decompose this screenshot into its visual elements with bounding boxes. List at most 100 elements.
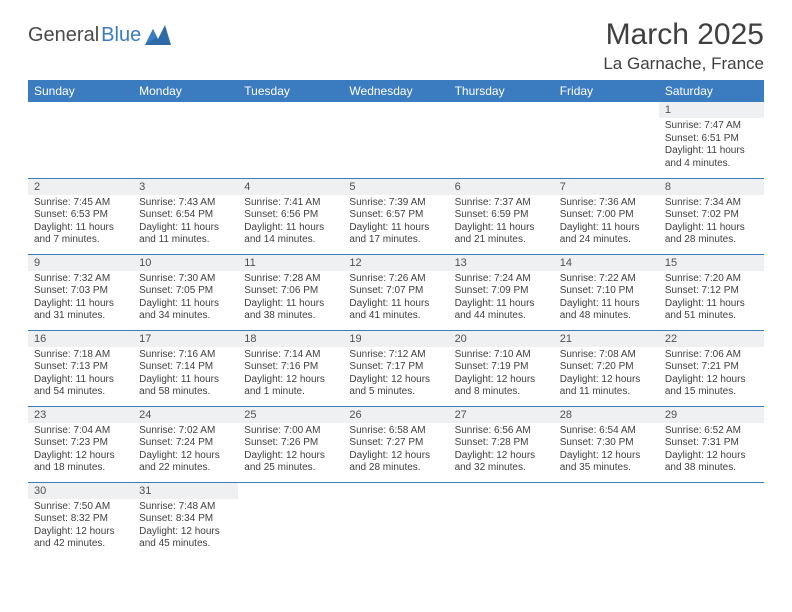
sun-info: Sunrise: 7:30 AMSunset: 7:05 PMDaylight:…: [139, 273, 232, 323]
sunset-text: Sunset: 6:57 PM: [349, 209, 442, 222]
daylight-text: Daylight: 12 hours and 42 minutes.: [34, 526, 127, 551]
sunset-text: Sunset: 8:34 PM: [139, 513, 232, 526]
header: GeneralBlue March 2025 La Garnache, Fran…: [28, 18, 764, 74]
calendar-day-cell: 26Sunrise: 6:58 AMSunset: 7:27 PMDayligh…: [343, 406, 448, 482]
sunset-text: Sunset: 7:03 PM: [34, 285, 127, 298]
sun-info: Sunrise: 7:50 AMSunset: 8:32 PMDaylight:…: [34, 501, 127, 551]
sunrise-text: Sunrise: 7:24 AM: [455, 273, 548, 286]
day-number: 4: [238, 179, 343, 195]
sunset-text: Sunset: 6:56 PM: [244, 209, 337, 222]
day-number: 27: [449, 407, 554, 423]
calendar-day-cell: 24Sunrise: 7:02 AMSunset: 7:24 PMDayligh…: [133, 406, 238, 482]
sunrise-text: Sunrise: 7:18 AM: [34, 349, 127, 362]
sunset-text: Sunset: 7:13 PM: [34, 361, 127, 374]
title-block: March 2025 La Garnache, France: [603, 18, 764, 74]
sunset-text: Sunset: 7:17 PM: [349, 361, 442, 374]
sunset-text: Sunset: 7:00 PM: [560, 209, 653, 222]
sun-info: Sunrise: 7:22 AMSunset: 7:10 PMDaylight:…: [560, 273, 653, 323]
day-number: 30: [28, 483, 133, 499]
sunset-text: Sunset: 7:30 PM: [560, 437, 653, 450]
calendar-day-cell: 29 Sunrise: 6:52 AMSunset: 7:31 PMDayligh…: [659, 406, 764, 482]
daylight-text: Daylight: 11 hours and 44 minutes.: [455, 298, 548, 323]
sun-info: Sunrise: 7:34 AMSunset: 7:02 PMDaylight:…: [665, 197, 758, 247]
daylight-text: Daylight: 11 hours and 11 minutes.: [139, 222, 232, 247]
sunrise-text: Sunrise: 7:00 AM: [244, 425, 337, 438]
calendar-day-cell: 16Sunrise: 7:18 AMSunset: 7:13 PMDayligh…: [28, 330, 133, 406]
day-number: 29: [659, 407, 764, 423]
logo-text-general: General: [28, 24, 99, 47]
sunset-text: Sunset: 7:14 PM: [139, 361, 232, 374]
daylight-text: Daylight: 12 hours and 11 minutes.: [560, 374, 653, 399]
calendar-empty-cell: [659, 482, 764, 558]
sunset-text: Sunset: 7:21 PM: [665, 361, 758, 374]
daylight-text: Daylight: 11 hours and 7 minutes.: [34, 222, 127, 247]
calendar-day-cell: 23Sunrise: 7:04 AMSunset: 7:23 PMDayligh…: [28, 406, 133, 482]
calendar-empty-cell: [343, 102, 448, 178]
day-number: 3: [133, 179, 238, 195]
sunset-text: Sunset: 7:19 PM: [455, 361, 548, 374]
calendar-day-cell: 13Sunrise: 7:24 AMSunset: 7:09 PMDayligh…: [449, 254, 554, 330]
calendar-empty-cell: [449, 482, 554, 558]
sun-info: Sunrise: 7:32 AMSunset: 7:03 PMDaylight:…: [34, 273, 127, 323]
sunset-text: Sunset: 7:20 PM: [560, 361, 653, 374]
sunset-text: Sunset: 7:26 PM: [244, 437, 337, 450]
sunset-text: Sunset: 6:51 PM: [665, 133, 758, 146]
logo-flag-icon: [145, 25, 171, 45]
sunset-text: Sunset: 7:06 PM: [244, 285, 337, 298]
daylight-text: Daylight: 11 hours and 38 minutes.: [244, 298, 337, 323]
sun-info: Sunrise: 7:10 AMSunset: 7:19 PMDaylight:…: [455, 349, 548, 399]
weekday-header: Friday: [554, 80, 659, 102]
daylight-text: Daylight: 11 hours and 51 minutes.: [665, 298, 758, 323]
daylight-text: Daylight: 11 hours and 34 minutes.: [139, 298, 232, 323]
calendar-day-cell: 31Sunrise: 7:48 AMSunset: 8:34 PMDayligh…: [133, 482, 238, 558]
day-number: 9: [28, 255, 133, 271]
calendar-header-row: SundayMondayTuesdayWednesdayThursdayFrid…: [28, 80, 764, 102]
calendar-day-cell: 7Sunrise: 7:36 AMSunset: 7:00 PMDaylight…: [554, 178, 659, 254]
sun-info: Sunrise: 6:52 AMSunset: 7:31 PMDaylight:…: [665, 425, 758, 475]
daylight-text: Daylight: 12 hours and 18 minutes.: [34, 450, 127, 475]
weekday-header: Saturday: [659, 80, 764, 102]
day-number: 6: [449, 179, 554, 195]
sun-info: Sunrise: 6:56 AMSunset: 7:28 PMDaylight:…: [455, 425, 548, 475]
sun-info: Sunrise: 7:02 AMSunset: 7:24 PMDaylight:…: [139, 425, 232, 475]
day-number: 11: [238, 255, 343, 271]
sun-info: Sunrise: 7:37 AMSunset: 6:59 PMDaylight:…: [455, 197, 548, 247]
sunset-text: Sunset: 7:31 PM: [665, 437, 758, 450]
day-number: 23: [28, 407, 133, 423]
sunrise-text: Sunrise: 7:04 AM: [34, 425, 127, 438]
calendar-row: 1Sunrise: 7:47 AMSunset: 6:51 PMDaylight…: [28, 102, 764, 178]
day-number: 19: [343, 331, 448, 347]
day-number: 17: [133, 331, 238, 347]
calendar-day-cell: 18Sunrise: 7:14 AMSunset: 7:16 PMDayligh…: [238, 330, 343, 406]
daylight-text: Daylight: 11 hours and 31 minutes.: [34, 298, 127, 323]
calendar-day-cell: 4Sunrise: 7:41 AMSunset: 6:56 PMDaylight…: [238, 178, 343, 254]
daylight-text: Daylight: 12 hours and 15 minutes.: [665, 374, 758, 399]
sunset-text: Sunset: 6:53 PM: [34, 209, 127, 222]
calendar-row: 2Sunrise: 7:45 AMSunset: 6:53 PMDaylight…: [28, 178, 764, 254]
daylight-text: Daylight: 12 hours and 32 minutes.: [455, 450, 548, 475]
sun-info: Sunrise: 7:43 AMSunset: 6:54 PMDaylight:…: [139, 197, 232, 247]
sunset-text: Sunset: 7:09 PM: [455, 285, 548, 298]
day-number: 15: [659, 255, 764, 271]
sunrise-text: Sunrise: 6:54 AM: [560, 425, 653, 438]
sun-info: Sunrise: 7:36 AMSunset: 7:00 PMDaylight:…: [560, 197, 653, 247]
calendar-empty-cell: [554, 102, 659, 178]
calendar-day-cell: 20Sunrise: 7:10 AMSunset: 7:19 PMDayligh…: [449, 330, 554, 406]
sunrise-text: Sunrise: 7:34 AM: [665, 197, 758, 210]
daylight-text: Daylight: 11 hours and 41 minutes.: [349, 298, 442, 323]
logo: GeneralBlue: [28, 18, 171, 47]
location: La Garnache, France: [603, 54, 764, 74]
calendar-day-cell: 1Sunrise: 7:47 AMSunset: 6:51 PMDaylight…: [659, 102, 764, 178]
sunset-text: Sunset: 7:05 PM: [139, 285, 232, 298]
calendar-day-cell: 28Sunrise: 6:54 AMSunset: 7:30 PMDayligh…: [554, 406, 659, 482]
calendar-empty-cell: [554, 482, 659, 558]
calendar-day-cell: 15Sunrise: 7:20 AMSunset: 7:12 PMDayligh…: [659, 254, 764, 330]
sunrise-text: Sunrise: 7:02 AM: [139, 425, 232, 438]
calendar-day-cell: 30 Sunrise: 7:50 AMSunset: 8:32 PMDayligh…: [28, 482, 133, 558]
weekday-header: Monday: [133, 80, 238, 102]
calendar-day-cell: 3 Sunrise: 7:43 AMSunset: 6:54 PMDaylight…: [133, 178, 238, 254]
sunset-text: Sunset: 6:59 PM: [455, 209, 548, 222]
sunset-text: Sunset: 7:28 PM: [455, 437, 548, 450]
weekday-header: Wednesday: [343, 80, 448, 102]
sunrise-text: Sunrise: 7:26 AM: [349, 273, 442, 286]
